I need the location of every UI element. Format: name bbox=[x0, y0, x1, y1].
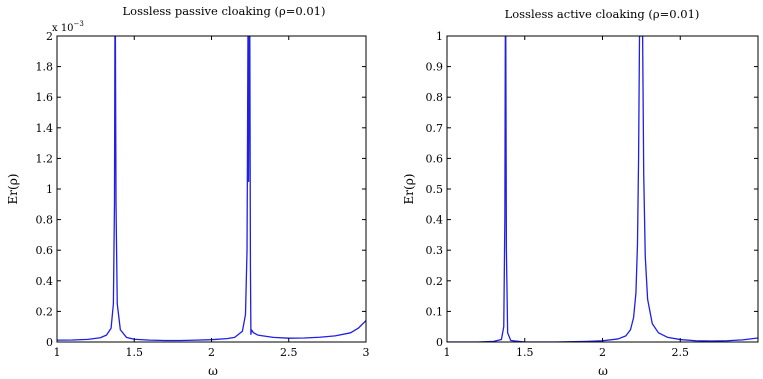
chart-active-cloaking: Lossless active cloaking (ρ=0.01) 1 1.5 2 2… bbox=[402, 7, 759, 378]
y-exponent-label: x 10−3 bbox=[52, 20, 84, 34]
y-tick-label: 0 bbox=[436, 336, 443, 349]
plot-area: 1 1.5 2 2.5 3 0 0.2 0.4 0.6 0.8 1 1.2 1.4 1.6 1.8 2 bbox=[36, 30, 370, 359]
y-tick-label: 0.8 bbox=[426, 91, 444, 104]
x-tick-label: 2.5 bbox=[280, 346, 298, 359]
y-tick-label: 1.2 bbox=[36, 152, 54, 165]
series-line bbox=[447, 36, 758, 342]
y-tick-label: 1.4 bbox=[36, 122, 54, 135]
y-axis-label: Er(ρ) bbox=[402, 174, 416, 205]
x-tick-label: 2 bbox=[208, 346, 215, 359]
y-tick-label: 0.4 bbox=[36, 275, 54, 288]
chart-title: Lossless passive cloaking (ρ=0.01) bbox=[123, 4, 326, 18]
x-tick-label: 1.5 bbox=[516, 346, 534, 359]
y-tick-label: 0.2 bbox=[36, 305, 54, 318]
x-tick-label: 3 bbox=[363, 346, 370, 359]
plot-area: 1 1.5 2 2.5 0 0.1 0.2 0.3 0.4 0.5 0.6 0.7 0.8 0.9 1 bbox=[426, 30, 759, 359]
y-axis-label: Er(ρ) bbox=[6, 174, 20, 205]
y-tick-label: 0.6 bbox=[426, 152, 444, 165]
y-tick-label: 0.7 bbox=[426, 122, 444, 135]
axes-frame bbox=[56, 35, 367, 343]
y-tick-label: 1 bbox=[46, 183, 53, 196]
axes-frame bbox=[446, 35, 759, 343]
x-axis-label: ω bbox=[208, 364, 218, 378]
y-tick-label: 0.8 bbox=[36, 214, 54, 227]
y-tick-label: 1 bbox=[436, 30, 443, 43]
x-tick-label: 1.5 bbox=[126, 346, 144, 359]
y-tick-label: 0.3 bbox=[426, 244, 444, 257]
y-tick-label: 0.9 bbox=[426, 61, 444, 74]
y-tick-label: 0.4 bbox=[426, 214, 444, 227]
y-tick-label: 0.2 bbox=[426, 275, 444, 288]
chart-passive-cloaking: Lossless passive cloaking (ρ=0.01) x 10−… bbox=[6, 4, 370, 378]
x-axis-label: ω bbox=[598, 364, 608, 378]
x-tick-label: 1 bbox=[54, 346, 61, 359]
y-tick-label: 0.6 bbox=[36, 244, 54, 257]
x-tick-label: 2.5 bbox=[672, 346, 690, 359]
series-line bbox=[57, 36, 366, 342]
y-tick-label: 1.8 bbox=[36, 61, 54, 74]
y-tick-label: 0 bbox=[46, 336, 53, 349]
y-tick-label: 0.5 bbox=[426, 183, 444, 196]
y-tick-label: 0.1 bbox=[426, 305, 444, 318]
y-tick-label: 2 bbox=[46, 30, 53, 43]
y-tick-label: 1.6 bbox=[36, 91, 54, 104]
chart-title: Lossless active cloaking (ρ=0.01) bbox=[505, 7, 700, 21]
x-tick-label: 1 bbox=[444, 346, 451, 359]
x-tick-label: 2 bbox=[599, 346, 606, 359]
